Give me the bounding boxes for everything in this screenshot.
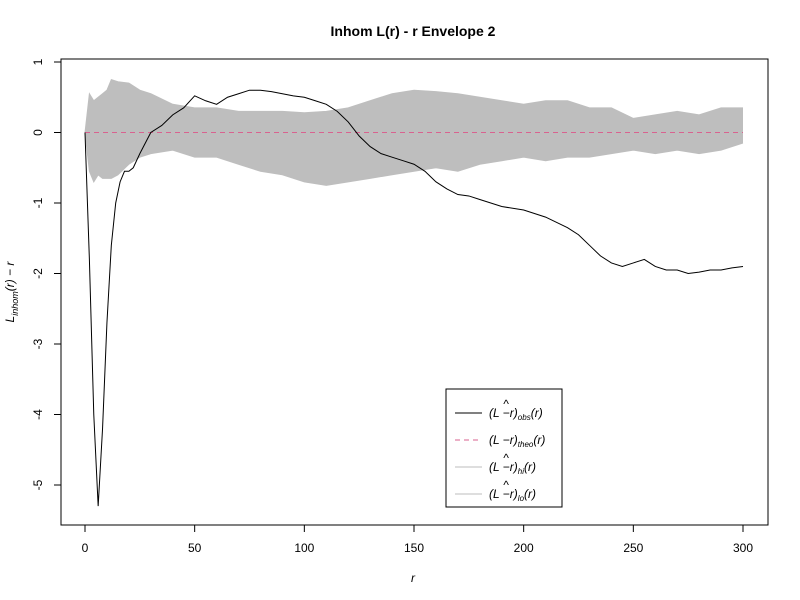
x-axis-label: r: [411, 571, 416, 585]
y-tick-label: -3: [31, 338, 45, 349]
legend-hat: ^: [503, 451, 509, 465]
legend-label-obs: (L −r)obs(r): [489, 406, 543, 422]
x-tick-label: 200: [514, 541, 534, 555]
y-tick-label: 0: [31, 129, 45, 136]
y-axis-label-tail: (r) − r: [3, 261, 17, 292]
x-tick-label: 150: [404, 541, 424, 555]
legend-hat: ^: [503, 397, 509, 411]
x-tick-label: 250: [623, 541, 643, 555]
series-lo-line: [84, 132, 744, 186]
y-axis: -5 -4 -3 -2 -1 0 1: [31, 58, 62, 490]
legend: ^(L −r)obs(r)(L −r)theo(r)^(L −r)hi(r)^(…: [445, 388, 563, 508]
x-tick-label: 100: [294, 541, 314, 555]
x-axis: 0 50 100 150 200 250 300: [82, 524, 753, 555]
x-tick-label: 0: [82, 541, 89, 555]
legend-label-hi: (L −r)hi(r): [489, 460, 536, 476]
y-tick-label: -5: [31, 479, 45, 490]
y-axis-label-sub: inhom: [10, 291, 20, 316]
series-hi-line: [84, 79, 743, 133]
series-obs-line: [84, 89, 744, 507]
y-tick-label: -1: [31, 197, 45, 208]
y-tick-label: -4: [31, 409, 45, 420]
plot-area: [84, 79, 744, 507]
y-axis-label-main: L: [3, 316, 17, 323]
y-tick-label: 1: [31, 58, 45, 65]
y-axis-label: Linhom(r) − r: [3, 261, 20, 323]
legend-label-theo: (L −r)theo(r): [489, 433, 545, 449]
x-tick-label: 300: [733, 541, 753, 555]
legend-hat: ^: [503, 478, 509, 492]
chart-title: Inhom L(r) - r Envelope 2: [331, 23, 496, 39]
legend-label-lo: (L −r)lo(r): [489, 487, 536, 503]
legend-box: [445, 388, 563, 508]
y-tick-label: -2: [31, 268, 45, 279]
x-tick-label: 50: [188, 541, 202, 555]
